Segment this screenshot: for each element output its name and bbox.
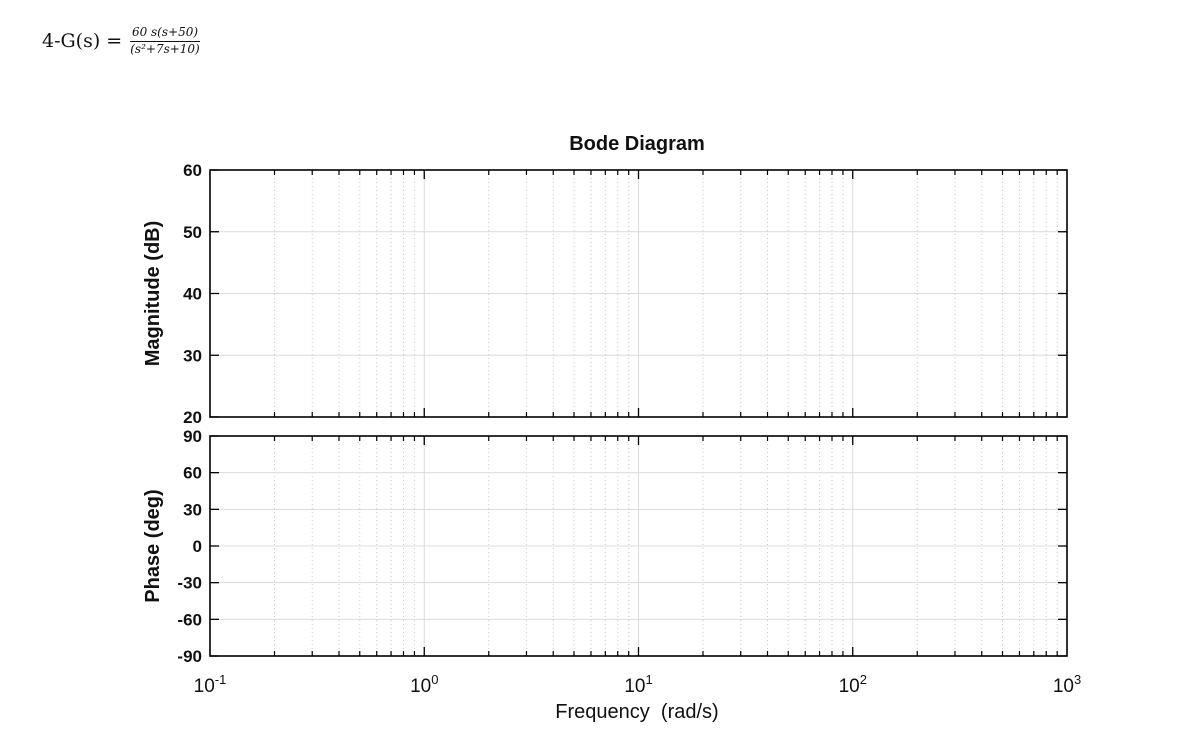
x-tick-exponent: 0: [431, 672, 438, 687]
x-tick-label: 102: [839, 672, 867, 697]
magnitude-y-tick-label: 50: [183, 223, 202, 242]
x-tick-label: 10-1: [194, 672, 227, 697]
magnitude-axes-frame: [209, 169, 1068, 418]
phase-y-tick-label: -60: [177, 610, 202, 629]
x-tick-exponent: 2: [860, 672, 867, 687]
phase-y-tick-label: 0: [193, 537, 202, 556]
phase-y-tick-label: 30: [183, 500, 202, 519]
x-axis-label: Frequency (rad/s): [555, 701, 718, 723]
magnitude-y-tick-label: 60: [183, 161, 202, 180]
x-tick-label: 103: [1053, 672, 1081, 697]
x-tick-exponent: 3: [1074, 672, 1081, 687]
x-tick-exponent: -1: [215, 672, 227, 687]
x-tick-label: 100: [410, 672, 438, 697]
magnitude-y-tick-label: 30: [183, 346, 202, 365]
x-tick-exponent: 1: [645, 672, 652, 687]
magnitude-y-tick-label: 20: [183, 408, 202, 427]
phase-y-axis-label: Phase (deg): [142, 489, 164, 602]
x-tick-label: 101: [624, 672, 652, 697]
chart-title: Bode Diagram: [569, 133, 705, 155]
transfer-function-numerator: 60 s(s+50): [129, 25, 201, 42]
phase-axes-frame: [209, 435, 1068, 657]
transfer-function-denominator: (s²+7s+10): [130, 41, 200, 56]
magnitude-y-axis-label: Magnitude (dB): [142, 221, 164, 367]
magnitude-y-tick-label: 40: [183, 285, 202, 304]
transfer-function-fraction: 60 s(s+50) (s²+7s+10): [128, 25, 202, 57]
x-tick-labels: 10-1 100 101 102 103: [194, 672, 1082, 697]
phase-y-tick-label: 90: [183, 427, 202, 446]
problem-statement: 4-G(s) = 60 s(s+50) (s²+7s+10): [42, 25, 202, 57]
magnitude-panel: 20 30 40 50 60 Magnitude (dB): [142, 161, 1068, 427]
phase-y-tick-label: 60: [183, 464, 202, 483]
phase-panel: -90 -60 -30 0 30 60 90 Phase (deg): [142, 427, 1068, 666]
phase-y-tick-label: -30: [177, 574, 202, 593]
problem-label: 4-G(s) =: [42, 30, 123, 53]
phase-y-tick-label: -90: [177, 647, 202, 666]
